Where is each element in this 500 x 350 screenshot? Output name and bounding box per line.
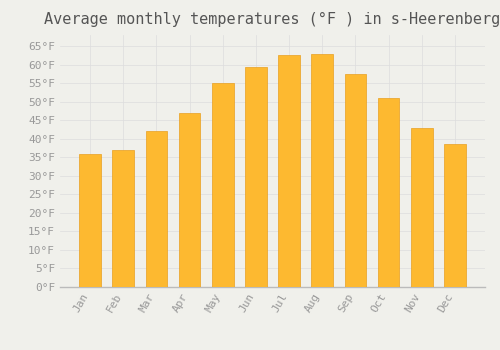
Bar [411, 128, 432, 287]
Bar [80, 154, 101, 287]
Bar [112, 150, 134, 287]
Bar [344, 74, 366, 287]
Bar [179, 113, 201, 287]
Bar [444, 144, 466, 287]
Bar [146, 131, 167, 287]
Bar [278, 55, 300, 287]
Bar [212, 83, 234, 287]
Title: Average monthly temperatures (°F ) in s-Heerenberg: Average monthly temperatures (°F ) in s-… [44, 12, 500, 27]
Bar [378, 98, 400, 287]
Bar [245, 66, 266, 287]
Bar [312, 54, 333, 287]
